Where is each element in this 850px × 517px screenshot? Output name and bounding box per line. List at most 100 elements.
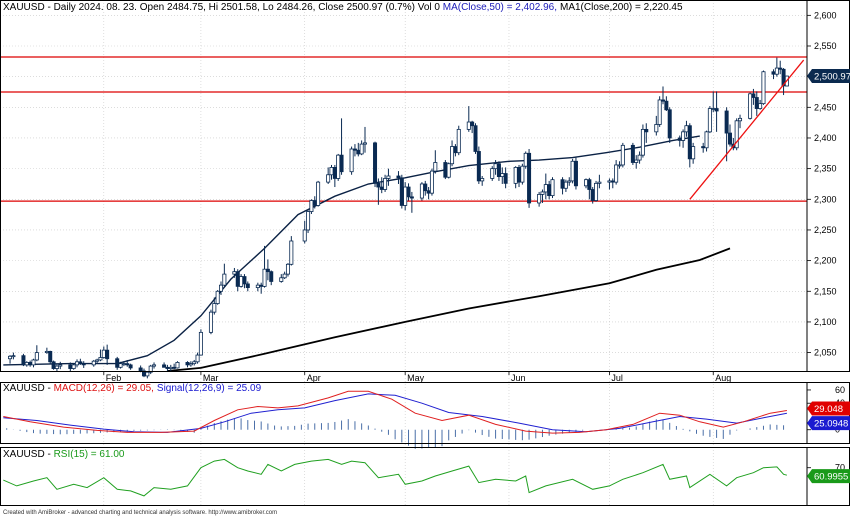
candle[interactable] — [212, 297, 217, 315]
candle[interactable] — [617, 161, 622, 169]
candle[interactable] — [560, 177, 565, 195]
candle[interactable] — [503, 167, 508, 189]
candle[interactable] — [352, 144, 357, 157]
candle[interactable] — [141, 368, 146, 378]
candle[interactable] — [58, 361, 63, 370]
candle[interactable] — [185, 361, 190, 368]
candle[interactable] — [172, 363, 177, 370]
candle[interactable] — [255, 282, 260, 292]
candle[interactable] — [426, 187, 431, 200]
candle[interactable] — [239, 274, 244, 288]
candle[interactable] — [620, 142, 625, 168]
candle[interactable] — [634, 155, 639, 169]
candle[interactable] — [677, 135, 682, 147]
candle[interactable] — [188, 361, 193, 367]
candle[interactable] — [265, 259, 270, 281]
candle[interactable] — [118, 361, 123, 369]
candle[interactable] — [362, 126, 367, 153]
candle[interactable] — [470, 120, 475, 134]
rsi-pane[interactable] — [3, 458, 788, 497]
candle[interactable] — [573, 157, 578, 190]
candle[interactable] — [198, 329, 203, 356]
candle[interactable] — [774, 57, 779, 77]
candle[interactable] — [128, 363, 133, 370]
candle[interactable] — [262, 245, 267, 288]
candle[interactable] — [219, 281, 224, 295]
candle[interactable] — [490, 166, 495, 181]
candle[interactable] — [664, 96, 669, 111]
candle[interactable] — [208, 309, 213, 335]
candle[interactable] — [761, 70, 766, 105]
candle[interactable] — [661, 86, 666, 105]
candle[interactable] — [654, 115, 659, 136]
candle[interactable] — [607, 178, 612, 190]
candle[interactable] — [24, 361, 29, 367]
candle[interactable] — [399, 174, 404, 209]
candle[interactable] — [215, 290, 220, 305]
candle[interactable] — [423, 180, 428, 196]
candle[interactable] — [376, 178, 381, 205]
candle[interactable] — [383, 174, 388, 192]
candle[interactable] — [148, 364, 153, 375]
candle[interactable] — [707, 106, 712, 134]
candle[interactable] — [269, 270, 274, 286]
candle[interactable] — [691, 142, 696, 164]
candle[interactable] — [667, 107, 672, 143]
candle[interactable] — [456, 125, 461, 156]
candle[interactable] — [339, 118, 344, 175]
candle[interactable] — [329, 164, 334, 180]
candle[interactable] — [396, 171, 401, 184]
candle[interactable] — [306, 210, 311, 234]
candle[interactable] — [419, 182, 424, 201]
candle[interactable] — [192, 359, 197, 366]
candle[interactable] — [567, 177, 572, 186]
candle[interactable] — [563, 179, 568, 192]
candle[interactable] — [734, 118, 739, 151]
candle[interactable] — [235, 269, 240, 292]
trendline[interactable] — [689, 59, 805, 200]
candle[interactable] — [704, 130, 709, 152]
candle[interactable] — [101, 346, 106, 359]
candle[interactable] — [550, 177, 555, 199]
candle[interactable] — [316, 180, 321, 207]
candle[interactable] — [714, 91, 719, 132]
candle[interactable] — [115, 356, 120, 370]
candle[interactable] — [91, 359, 96, 367]
candle[interactable] — [724, 107, 729, 162]
candle[interactable] — [95, 358, 100, 364]
candle[interactable] — [406, 183, 411, 201]
price-pane[interactable] — [0, 56, 807, 379]
candle[interactable] — [75, 359, 80, 368]
candle[interactable] — [302, 220, 307, 244]
candle[interactable] — [781, 68, 786, 96]
candle[interactable] — [433, 150, 438, 174]
candle[interactable] — [125, 359, 130, 367]
candle[interactable] — [496, 161, 501, 181]
candle[interactable] — [44, 347, 49, 354]
candle[interactable] — [48, 350, 53, 365]
candle[interactable] — [547, 180, 552, 200]
candle[interactable] — [684, 120, 689, 137]
candle[interactable] — [681, 129, 686, 148]
candle[interactable] — [480, 175, 485, 186]
candle[interactable] — [540, 189, 545, 203]
candle[interactable] — [162, 362, 167, 368]
candle[interactable] — [473, 123, 478, 154]
candle[interactable] — [751, 88, 756, 105]
candle[interactable] — [513, 166, 518, 189]
candle[interactable] — [245, 281, 250, 292]
candle[interactable] — [523, 151, 528, 169]
candle[interactable] — [31, 358, 36, 368]
candle[interactable] — [403, 182, 408, 211]
candle[interactable] — [21, 353, 26, 367]
candle[interactable] — [81, 361, 86, 368]
candle[interactable] — [630, 142, 635, 165]
candle[interactable] — [727, 124, 732, 147]
candle[interactable] — [359, 140, 364, 156]
candle[interactable] — [279, 274, 284, 283]
candle[interactable] — [152, 362, 157, 369]
candle[interactable] — [587, 177, 592, 200]
candle[interactable] — [637, 151, 642, 164]
candle[interactable] — [771, 69, 776, 80]
candle[interactable] — [386, 168, 391, 186]
